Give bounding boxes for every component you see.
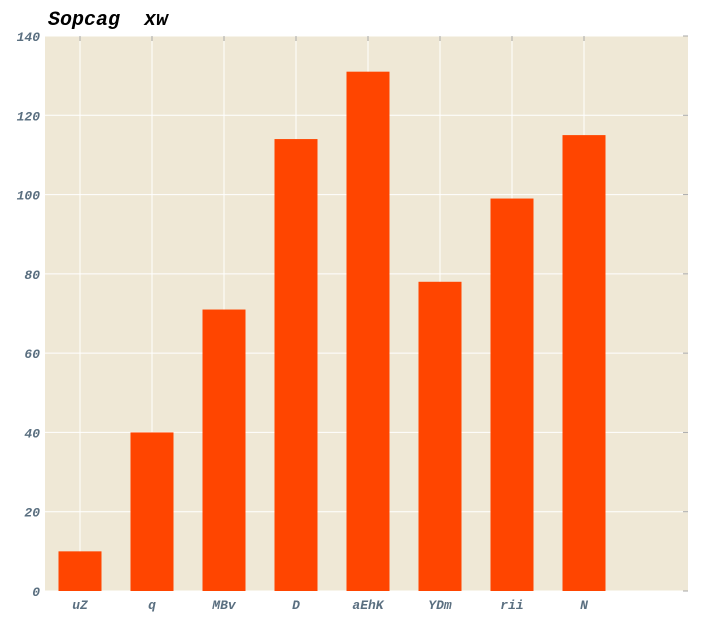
x-tick-label: rii [500,598,523,613]
chart-title: Sopcag xw [48,9,169,32]
y-axis: 0 20 40 60 80 100 120 140 [17,30,688,600]
x-tick-label: q [148,598,156,613]
bar-aEhK [346,71,390,591]
bar-uZ [58,551,102,591]
y-tick-label: 40 [24,426,40,441]
bar-D [274,139,318,592]
y-tick-label: 80 [24,268,40,283]
bar-q [130,432,174,591]
bars [58,71,606,592]
x-tick-label: N [580,598,588,613]
bar-MBv [202,309,246,591]
y-tick-label: 20 [24,506,40,521]
x-tick-label: D [292,598,300,613]
bar-rii [490,198,534,592]
y-tick-label: 100 [17,189,41,204]
x-tick-label: aEhK [352,598,384,613]
y-tick-label: 60 [24,347,40,362]
y-tick-label: 140 [17,30,41,45]
x-tick-label: YDm [428,598,452,613]
y-tick-label: 120 [17,109,41,124]
y-tick-label: 0 [32,585,40,600]
bar-YDm [418,281,462,591]
x-tick-label: MBv [211,598,237,613]
x-tick-label: uZ [72,598,88,613]
bar-N [562,135,606,591]
